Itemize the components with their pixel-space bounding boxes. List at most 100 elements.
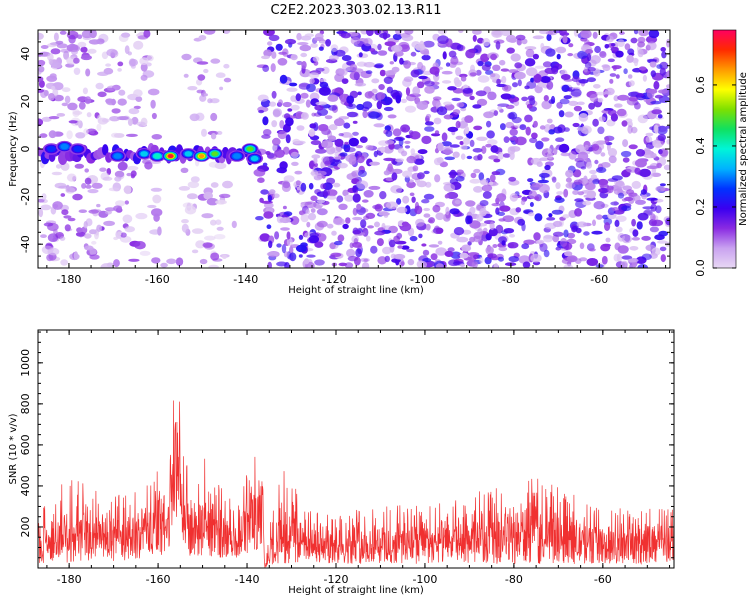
spectrogram-noise-cell <box>354 82 367 87</box>
spectrogram-noise-cell <box>514 71 526 80</box>
spectrogram-noise-cell <box>336 195 344 203</box>
spectrogram-noise-cell <box>261 55 270 60</box>
spectrogram-noise-cell <box>395 258 400 266</box>
spectrogram-noise-cell <box>435 247 448 256</box>
spectrogram-noise-cell <box>146 54 154 62</box>
spectrogram-noise-cell <box>627 125 633 134</box>
spectrogram-noise-cell <box>295 180 301 186</box>
spectrogram-noise-cell <box>139 250 151 256</box>
spectrogram-noise-cell <box>38 53 43 57</box>
spectrogram-noise-cell <box>653 80 660 90</box>
spectrogram-noise-cell <box>104 207 116 212</box>
spectrogram-noise-cell <box>521 96 528 102</box>
spectrogram-noise-cell <box>552 231 564 237</box>
spectrogram-noise-cell <box>313 37 324 41</box>
spectrogram-noise-cell <box>641 193 648 200</box>
spectrogram-noise-cell <box>546 217 556 221</box>
spectrogram-noise-cell <box>117 161 128 171</box>
spectrogram-x-tick-label: -120 <box>322 273 347 286</box>
snr-y-tick-label: 200 <box>19 516 32 537</box>
spectrogram-noise-cell <box>272 137 281 146</box>
spectrogram-noise-cell <box>611 207 619 212</box>
spectrogram-noise-cell <box>97 115 102 122</box>
spectrogram-noise-cell <box>423 213 431 218</box>
spectrogram-noise-cell <box>469 139 475 147</box>
spectrogram-noise-cell <box>95 82 104 90</box>
spectrogram-noise-cell <box>88 209 99 214</box>
snr-y-tick-label: 600 <box>19 434 32 455</box>
spectrogram-noise-cell <box>71 49 78 55</box>
spectrogram-noise-cell <box>386 201 398 210</box>
spectrogram-noise-cell <box>395 94 402 104</box>
spectrogram-noise-cell <box>469 72 477 77</box>
spectrogram-noise-cell <box>114 176 122 182</box>
spectrogram-noise-cell <box>210 58 221 64</box>
spectrogram-noise-cell <box>295 244 307 253</box>
spectrogram-noise-cell <box>290 151 299 159</box>
spectrogram-noise-cell <box>201 128 207 137</box>
spectrogram-noise-cell <box>577 151 589 161</box>
spectrogram-noise-cell <box>395 30 402 35</box>
spectrogram-noise-cell <box>113 259 120 268</box>
spectrogram-noise-cell <box>69 44 81 53</box>
spectrogram-noise-cell <box>646 41 657 51</box>
spectrogram-noise-cell <box>199 258 208 265</box>
spectrogram-noise-cell <box>298 254 303 258</box>
spectrogram-noise-cell <box>508 256 520 263</box>
spectrogram-noise-cell <box>366 235 371 242</box>
spectrogram-noise-cell <box>449 208 460 215</box>
spectrogram-noise-cell <box>362 199 369 203</box>
spectrogram-noise-cell <box>56 113 66 117</box>
spectrogram-noise-cell <box>579 242 585 250</box>
spectrogram-noise-cell <box>558 143 570 153</box>
spectrogram-noise-cell <box>498 246 508 252</box>
spectrogram-noise-cell <box>524 58 536 67</box>
snr-frame <box>37 329 675 569</box>
spectrogram-noise-cell <box>199 94 207 102</box>
spectrogram-noise-cell <box>333 155 342 160</box>
spectrogram-noise-cell <box>133 40 144 50</box>
colorbar-bar <box>712 29 737 269</box>
spectrogram-noise-cell <box>417 149 428 155</box>
spectrogram-noise-cell <box>473 125 483 131</box>
spectrogram-peak-cell <box>211 151 218 156</box>
spectrogram-noise-cell <box>341 78 349 84</box>
spectrogram-noise-cell <box>38 69 42 75</box>
spectrogram-noise-cell <box>352 185 357 193</box>
spectrogram-noise-cell <box>634 158 647 168</box>
spectrogram-noise-cell <box>443 183 456 192</box>
spectrogram-noise-cell <box>530 157 542 165</box>
spectrogram-noise-cell <box>203 68 209 74</box>
snr-x-tick-label: -180 <box>57 573 82 586</box>
spectrogram-noise-cell <box>55 164 62 169</box>
spectrogram-noise-cell <box>456 102 465 108</box>
spectrogram-noise-cell <box>492 64 501 72</box>
spectrogram-noise-cell <box>396 206 408 214</box>
spectrogram-noise-cell <box>326 195 337 200</box>
spectrogram-noise-cell <box>105 210 112 215</box>
spectrogram-noise-cell <box>290 216 300 225</box>
spectrogram-noise-cell <box>585 49 594 54</box>
spectrogram-noise-cell <box>342 189 349 197</box>
spectrogram-noise-cell <box>106 85 117 91</box>
spectrogram-noise-cell <box>308 235 320 244</box>
spectrogram-noise-cell <box>508 69 519 74</box>
spectrogram-noise-cell <box>349 71 361 81</box>
spectrogram-noise-cell <box>469 220 481 229</box>
spectrogram-noise-cell <box>556 53 561 60</box>
spectrogram-noise-cell <box>384 41 396 47</box>
spectrogram-noise-cell <box>460 75 467 82</box>
spectrogram-noise-cell <box>181 53 192 61</box>
spectrogram-noise-cell <box>483 111 495 119</box>
spectrogram-noise-cell <box>208 161 220 168</box>
spectrogram-noise-cell <box>508 176 517 182</box>
spectrogram-noise-cell <box>528 212 535 217</box>
spectrogram-noise-cell <box>509 146 521 152</box>
snr-x-tick-label: -160 <box>146 573 171 586</box>
spectrogram-noise-cell <box>306 221 311 228</box>
spectrogram-noise-cell <box>394 50 404 57</box>
spectrogram-noise-cell <box>477 228 484 236</box>
spectrogram-noise-cell <box>348 103 354 108</box>
spectrogram-noise-cell <box>89 130 99 136</box>
spectrogram-noise-cell <box>617 39 625 47</box>
